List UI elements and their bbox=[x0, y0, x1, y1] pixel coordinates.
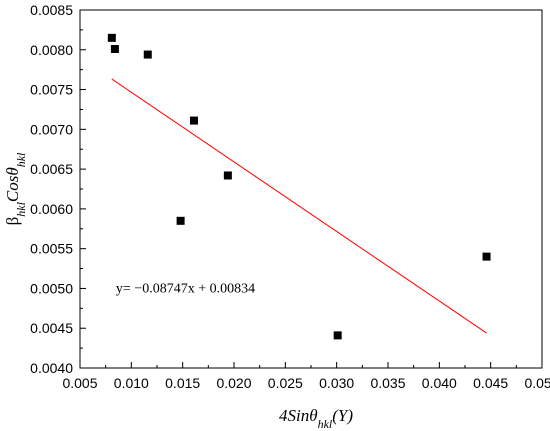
x-tick-label: 0.035 bbox=[370, 375, 405, 391]
x-tick-label: 0.050 bbox=[524, 375, 550, 391]
y-tick-label: 0.0045 bbox=[30, 320, 73, 336]
x-tick-label: 0.025 bbox=[268, 375, 303, 391]
y-tick-label: 0.0085 bbox=[30, 2, 73, 18]
x-tick-label: 0.010 bbox=[114, 375, 149, 391]
y-title-theta: θ bbox=[3, 167, 22, 175]
y-tick-label: 0.0050 bbox=[30, 280, 73, 296]
y-title-sub1: hkl bbox=[14, 201, 28, 216]
x-title-pre: 4Sin bbox=[279, 406, 309, 425]
annotations: y= −0.08747x + 0.00834 bbox=[116, 281, 255, 296]
data-point bbox=[143, 50, 152, 59]
x-title-theta: θ bbox=[309, 406, 317, 425]
x-tick-label: 0.020 bbox=[216, 375, 251, 391]
y-tick-label: 0.0070 bbox=[30, 121, 73, 137]
y-axis-title: βhklCosθhkl bbox=[3, 152, 28, 225]
y-title-beta: β bbox=[3, 217, 22, 226]
data-points bbox=[107, 33, 491, 340]
y-title-mid: Cos bbox=[3, 175, 22, 202]
fit-line bbox=[111, 78, 487, 334]
x-title-post: (Y) bbox=[332, 406, 353, 425]
x-tick-label: 0.015 bbox=[165, 375, 200, 391]
y-tick-label: 0.0040 bbox=[30, 360, 73, 376]
data-point bbox=[333, 331, 342, 340]
y-title-sub2: hkl bbox=[14, 152, 28, 167]
x-axis-ticks: 0.005 0.010 0.015 0.020 0.025 0.030 0.035 0.040… bbox=[62, 362, 550, 391]
data-point bbox=[176, 216, 185, 225]
data-point bbox=[107, 33, 116, 42]
fit-line-group bbox=[111, 78, 487, 334]
data-point bbox=[110, 44, 119, 53]
data-point bbox=[482, 252, 491, 261]
plot-frame bbox=[79, 9, 543, 369]
x-tick-label: 0.040 bbox=[422, 375, 457, 391]
x-tick-label: 0.045 bbox=[473, 375, 508, 391]
regression-equation: y= −0.08747x + 0.00834 bbox=[116, 281, 255, 296]
y-tick-label: 0.0075 bbox=[30, 82, 73, 98]
y-axis-ticks: 0.0040 0.0045 0.0050 0.0055 0.0060 0.0065 0.00… bbox=[30, 2, 86, 376]
y-tick-label: 0.0065 bbox=[30, 161, 73, 177]
x-tick-label: 0.030 bbox=[319, 375, 354, 391]
x-title-sub: hkl bbox=[318, 417, 333, 431]
y-tick-label: 0.0055 bbox=[30, 241, 73, 257]
x-tick-label: 0.005 bbox=[62, 375, 97, 391]
x-axis-title: 4Sinθhkl(Y) bbox=[279, 406, 353, 431]
y-tick-label: 0.0060 bbox=[30, 201, 73, 217]
data-point bbox=[189, 116, 198, 125]
y-tick-label: 0.0080 bbox=[30, 42, 73, 58]
data-point bbox=[223, 171, 232, 180]
